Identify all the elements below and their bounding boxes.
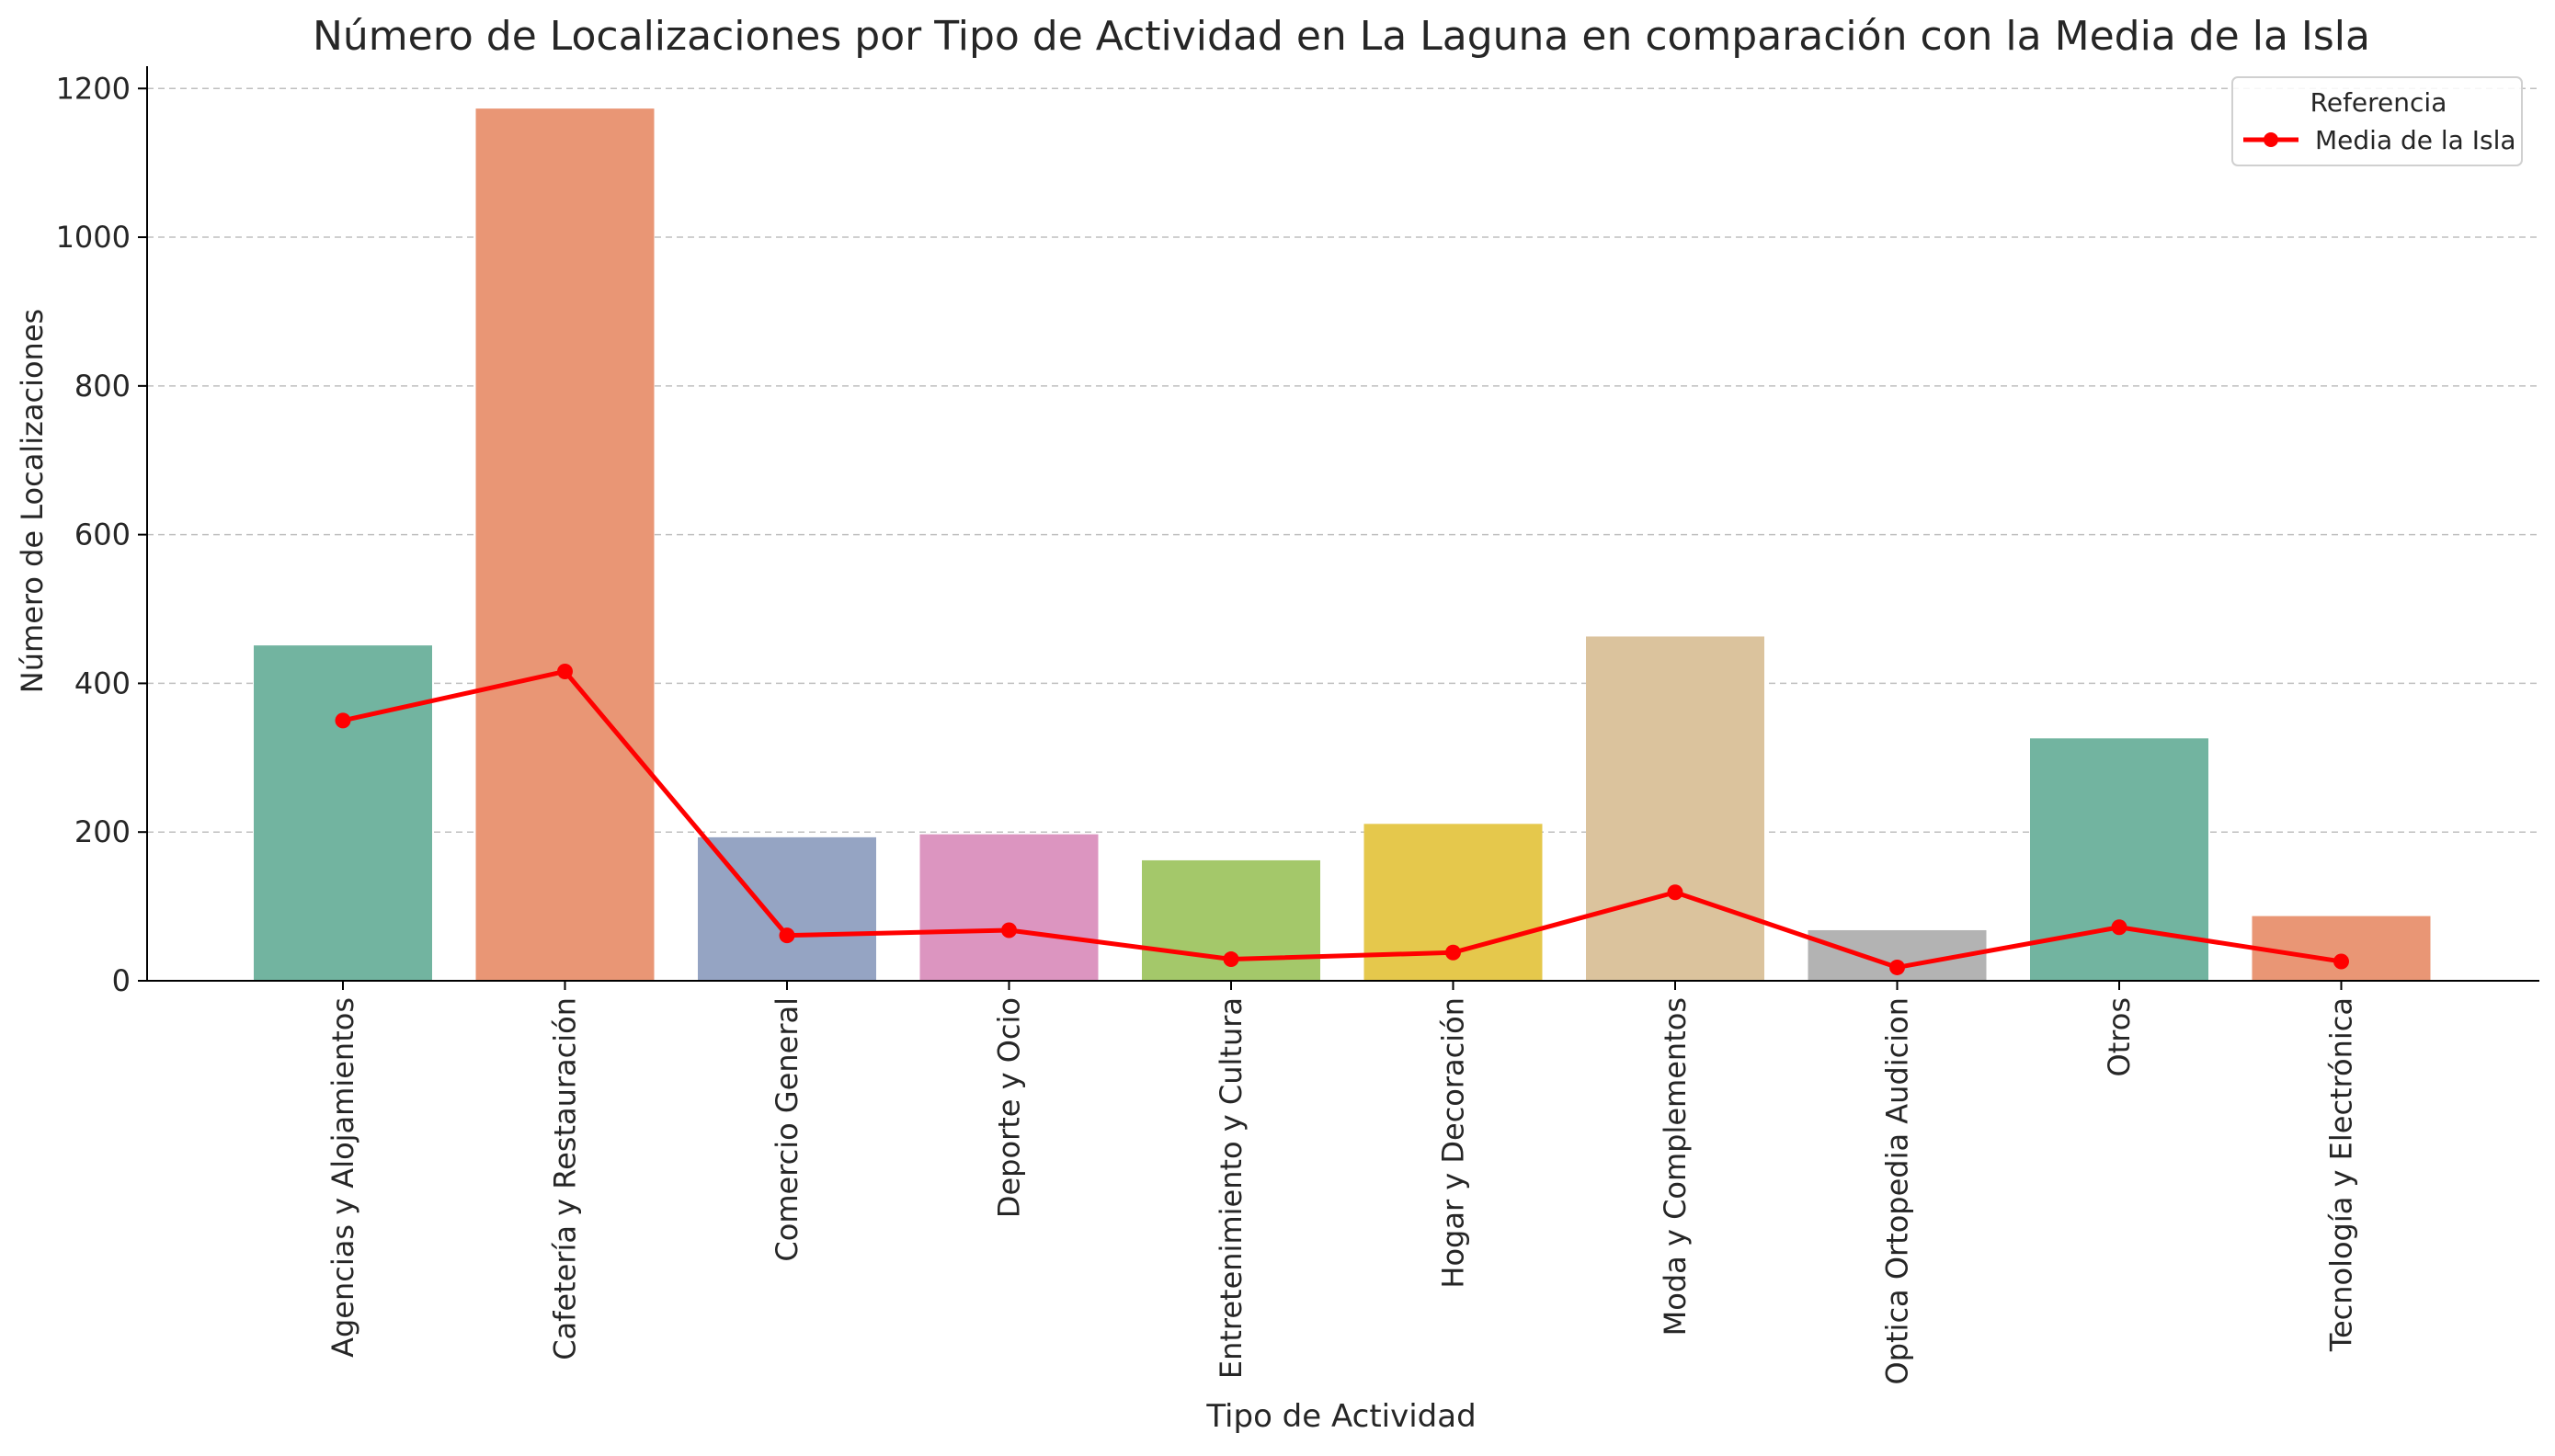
y-tick-label: 1200 — [56, 71, 131, 106]
series-point — [1889, 959, 1905, 975]
x-tick-label: Entretenimiento y Cultura — [1214, 997, 1249, 1379]
series-point — [779, 927, 795, 944]
y-ticks: 0 200 400 600 800 1000 1200 — [56, 71, 147, 998]
series-point — [557, 663, 573, 679]
bar — [254, 645, 432, 981]
x-tick-label: Moda y Complementos — [1658, 997, 1693, 1336]
y-tick-label: 1000 — [56, 220, 131, 255]
y-tick-label: 400 — [74, 665, 131, 700]
legend-entry-label: Media de la Isla — [2315, 125, 2516, 155]
x-axis-label: Tipo de Actividad — [1205, 1398, 1476, 1435]
bar — [919, 834, 1099, 981]
line-layer — [335, 663, 2349, 975]
x-tick-label: Tecnología y Electrónica — [2324, 997, 2359, 1352]
x-tick-label: Otros — [2102, 997, 2137, 1076]
x-tick-label: Cafetería y Restauración — [548, 997, 583, 1360]
chart-title: Número de Localizaciones por Tipo de Act… — [313, 13, 2370, 60]
y-tick-label: 600 — [74, 518, 131, 552]
x-ticks: Agencias y Alojamientos Cafetería y Resta… — [325, 981, 2359, 1384]
bar — [2030, 738, 2208, 981]
x-tick-label: Hogar y Decoración — [1436, 997, 1471, 1289]
series-point — [2333, 953, 2349, 970]
y-tick-label: 0 — [112, 963, 131, 998]
x-tick-label: Comercio General — [770, 997, 804, 1262]
bar — [2252, 916, 2431, 981]
y-tick-label: 200 — [74, 814, 131, 849]
y-tick-label: 800 — [74, 369, 131, 404]
axes-layer — [146, 66, 2539, 982]
series-point — [1223, 951, 1239, 968]
legend-frame — [2231, 76, 2523, 166]
series-point — [1001, 922, 1017, 938]
series-point — [1445, 944, 1461, 961]
legend: Referencia Media de la Isla — [2231, 76, 2523, 166]
x-tick-label: Optica Ortopedia Audicion — [1880, 997, 1915, 1384]
x-tick-label: Agencias y Alojamientos — [325, 997, 360, 1358]
series-point — [335, 712, 351, 729]
legend-marker-swatch — [2264, 132, 2278, 147]
bar — [1586, 636, 1764, 981]
y-axis-label: Número de Localizaciones — [15, 309, 50, 693]
series-point — [1667, 884, 1683, 901]
legend-title: Referencia — [2310, 87, 2447, 118]
bar — [475, 108, 655, 982]
series-line — [340, 668, 2344, 970]
series-point — [2111, 919, 2127, 936]
x-tick-label: Deporte y Ocio — [992, 997, 1027, 1218]
